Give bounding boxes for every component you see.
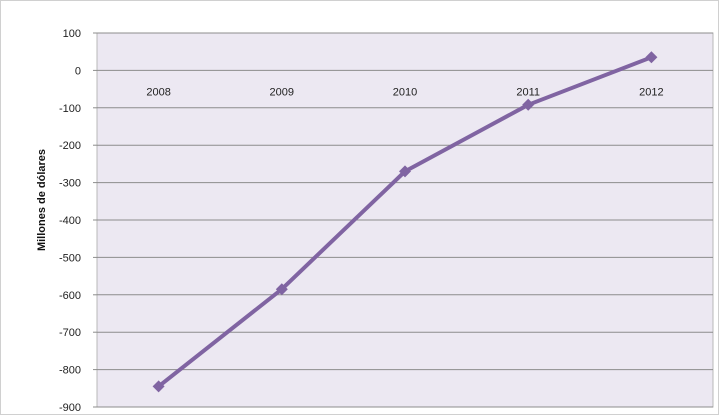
y-tick-label: -700 xyxy=(59,327,81,339)
x-tick-label: 2009 xyxy=(270,86,294,98)
data-point-marker xyxy=(522,98,535,111)
y-tick-label: -300 xyxy=(59,178,81,190)
series-layer xyxy=(152,51,658,393)
y-tick-label: -400 xyxy=(59,215,81,227)
y-tick-label: -900 xyxy=(59,402,81,414)
y-tick-label: -100 xyxy=(59,103,81,115)
x-tick-label: 2011 xyxy=(516,86,540,98)
y-tick-label: 100 xyxy=(63,28,81,40)
y-axis-ticks: 100 0 -100 -200 -300 -400 -500 -600 -700 -800 -900 xyxy=(59,28,97,414)
x-axis-labels: 2008 2009 2010 2011 2012 xyxy=(146,86,663,98)
y-tick-label: -200 xyxy=(59,140,81,152)
data-point-marker xyxy=(152,380,165,393)
y-tick-label: -600 xyxy=(59,290,81,302)
data-point-marker xyxy=(645,51,658,64)
y-tick-label: -800 xyxy=(59,365,81,377)
x-tick-label: 2008 xyxy=(146,86,170,98)
y-axis-title: Millones de dólares xyxy=(36,149,48,251)
x-tick-label: 2012 xyxy=(639,86,663,98)
data-point-marker xyxy=(399,165,411,178)
data-point-marker xyxy=(275,283,288,296)
x-tick-label: 2010 xyxy=(393,86,417,98)
y-tick-label: 0 xyxy=(75,65,81,77)
y-tick-label: -500 xyxy=(59,252,81,264)
gridlines xyxy=(97,32,713,408)
